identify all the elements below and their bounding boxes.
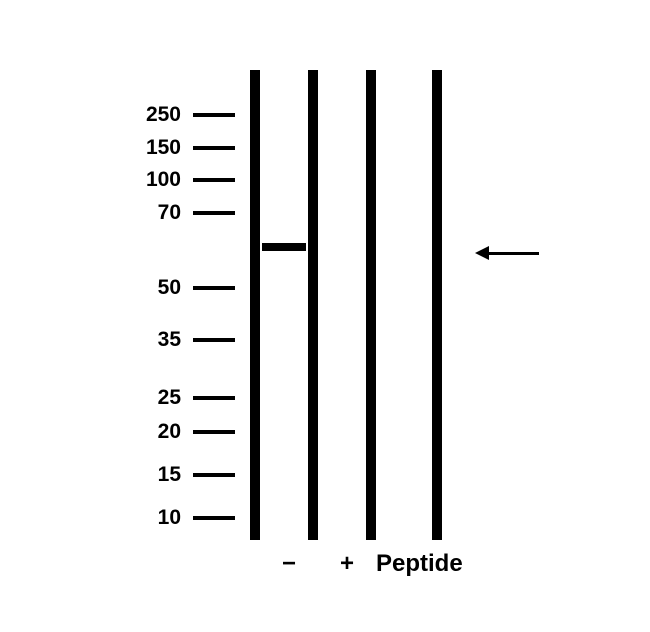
ladder-marker: 10 bbox=[95, 508, 235, 528]
lane-peptide bbox=[376, 70, 432, 540]
lane-labels-row: −+Peptide bbox=[250, 550, 442, 578]
lane-label-minus: − bbox=[260, 550, 318, 578]
ladder-label: 10 bbox=[131, 506, 181, 530]
ladder-label: 35 bbox=[131, 328, 181, 352]
ladder-marker: 70 bbox=[95, 203, 235, 223]
ladder-tick bbox=[193, 211, 235, 215]
protein-band bbox=[262, 243, 306, 251]
arrow-head-icon bbox=[475, 246, 489, 260]
ladder-label: 100 bbox=[131, 168, 181, 192]
ladder-marker: 150 bbox=[95, 138, 235, 158]
band-indicator-arrow bbox=[475, 246, 539, 260]
arrow-line bbox=[489, 252, 539, 255]
blot-lanes bbox=[250, 70, 442, 540]
ladder-marker: 100 bbox=[95, 170, 235, 190]
ladder-label: 150 bbox=[131, 136, 181, 160]
ladder-marker: 250 bbox=[95, 105, 235, 125]
ladder-label: 70 bbox=[131, 201, 181, 225]
molecular-weight-ladder: 250 150 100 70 50 35 25 20 15 10 bbox=[95, 70, 235, 540]
ladder-tick bbox=[193, 338, 235, 342]
ladder-marker: 35 bbox=[95, 330, 235, 350]
ladder-marker: 15 bbox=[95, 465, 235, 485]
ladder-tick bbox=[193, 178, 235, 182]
ladder-tick bbox=[193, 473, 235, 477]
lane-label-plus: + bbox=[318, 550, 376, 578]
ladder-tick bbox=[193, 113, 235, 117]
ladder-marker: 25 bbox=[95, 388, 235, 408]
ladder-label: 25 bbox=[131, 386, 181, 410]
ladder-tick bbox=[193, 286, 235, 290]
lane-border bbox=[250, 70, 260, 540]
lane-minus bbox=[260, 70, 308, 540]
lane-border bbox=[308, 70, 318, 540]
ladder-tick bbox=[193, 516, 235, 520]
ladder-tick bbox=[193, 396, 235, 400]
ladder-tick bbox=[193, 430, 235, 434]
ladder-label: 20 bbox=[131, 420, 181, 444]
ladder-tick bbox=[193, 146, 235, 150]
western-blot-figure: 250 150 100 70 50 35 25 20 15 10 −+Peptide bbox=[95, 70, 555, 580]
ladder-label: 15 bbox=[131, 463, 181, 487]
ladder-marker: 50 bbox=[95, 278, 235, 298]
lane-border bbox=[432, 70, 442, 540]
lane-border bbox=[366, 70, 376, 540]
ladder-label: 50 bbox=[131, 276, 181, 300]
lane-label-peptide: Peptide bbox=[376, 550, 442, 578]
ladder-label: 250 bbox=[131, 103, 181, 127]
ladder-marker: 20 bbox=[95, 422, 235, 442]
lane-plus bbox=[318, 70, 366, 540]
